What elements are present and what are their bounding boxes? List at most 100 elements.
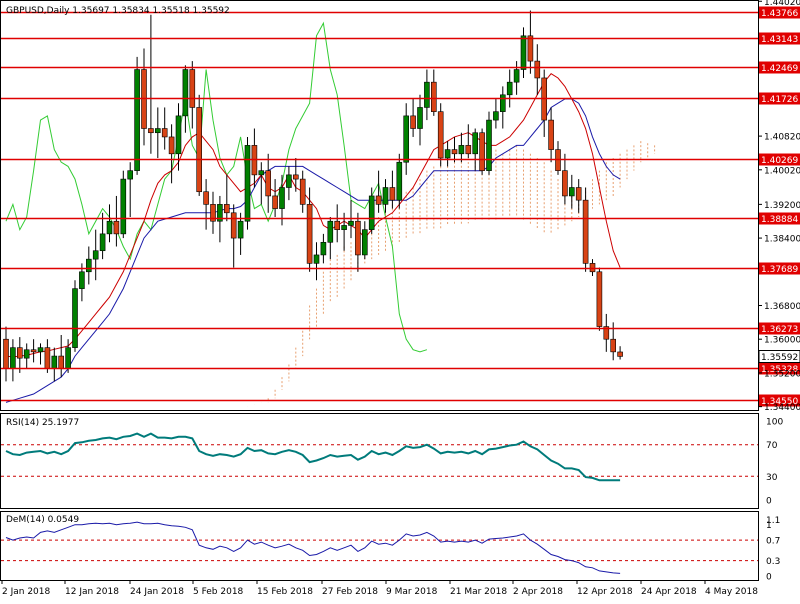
candle (452, 137, 457, 162)
price-tick-label: 1.40020 (764, 166, 800, 176)
candle-body (549, 120, 554, 149)
candle-body (238, 221, 243, 238)
candle-body (135, 70, 140, 171)
price-tick-label: 1.40820 (764, 133, 800, 143)
candle (300, 171, 305, 213)
candle-body (355, 221, 360, 255)
dem-tick-label: 0.7 (766, 537, 780, 547)
candle (169, 124, 174, 183)
level-label: 1.42469 (761, 64, 798, 74)
candle-body (487, 120, 492, 171)
candle (438, 103, 443, 166)
candle-body (466, 145, 471, 153)
candle-body (535, 61, 540, 78)
level-label: 1.36273 (761, 325, 798, 335)
candle (100, 213, 105, 259)
candle (31, 339, 36, 362)
candle (114, 196, 119, 247)
candle-body (493, 112, 498, 120)
candle (259, 162, 264, 204)
candle-body (383, 188, 388, 205)
candle-body (79, 272, 84, 289)
candle-body (224, 204, 229, 212)
candle (397, 154, 402, 209)
candle-body (473, 133, 478, 154)
candle (480, 129, 485, 175)
time-tick-label: 12 Apr 2018 (577, 587, 633, 597)
candle (93, 230, 98, 281)
candle-body (148, 129, 153, 133)
candle (528, 11, 533, 74)
candle-body (528, 36, 533, 61)
candle-body (73, 289, 78, 348)
demarker-pane: 1.110.70.30 (1, 512, 781, 583)
candle-body (183, 70, 188, 116)
candle-body (397, 162, 402, 200)
lagging-span-line (6, 23, 427, 352)
price-plot-area (4, 11, 655, 407)
candle-body (100, 234, 105, 251)
candle (404, 103, 409, 175)
candle-body (176, 116, 181, 154)
candle-body (300, 179, 305, 204)
candle-body (4, 339, 9, 368)
candle (390, 171, 395, 209)
candle (135, 57, 140, 175)
candle (369, 188, 374, 234)
candle-body (52, 356, 57, 369)
time-tick-label: 5 Feb 2018 (193, 587, 244, 597)
candle-body (197, 107, 202, 191)
level-label: 1.43766 (761, 9, 798, 19)
candle (493, 99, 498, 128)
candle (590, 259, 595, 276)
candle-body (314, 255, 319, 263)
candle-body (583, 200, 588, 263)
candle-body (24, 350, 29, 358)
price-tick-label: 1.34400 (764, 403, 800, 413)
price-tick-label: 1.38400 (764, 235, 800, 245)
candle (459, 133, 464, 162)
time-tick-label: 2 Jan 2018 (2, 587, 50, 597)
candle-body (286, 175, 291, 188)
candle-body (59, 356, 64, 369)
candle-body (342, 225, 347, 229)
candle (142, 48, 147, 145)
candle (424, 70, 429, 121)
candle-body (569, 188, 574, 196)
candle-body (349, 221, 354, 225)
candle-body (438, 112, 443, 158)
price-pane-frame (1, 1, 759, 411)
candle (155, 107, 160, 158)
candle-body (507, 82, 512, 95)
candle (514, 61, 519, 95)
symbol-info-label: GBPUSD,Daily 1.35697 1.35834 1.35518 1.3… (6, 6, 230, 16)
candle-body (266, 171, 271, 196)
current-price-label: 1.35592 (761, 353, 798, 363)
candle-body (245, 145, 250, 221)
time-tick-label: 15 Feb 2018 (257, 587, 313, 597)
candle-body (445, 150, 450, 158)
candle (204, 179, 209, 230)
time-tick-label: 27 Feb 2018 (322, 587, 378, 597)
candle (38, 343, 43, 364)
candle (245, 137, 250, 230)
candle (418, 95, 423, 146)
candle (107, 204, 112, 242)
tenkan-line (6, 74, 620, 357)
candle-body (562, 171, 567, 196)
candle-body (93, 251, 98, 259)
candle (252, 129, 257, 188)
candle (521, 27, 526, 78)
rsi-pane-frame (1, 414, 759, 509)
candle-body (273, 196, 278, 209)
candle-body (31, 350, 36, 352)
dem-pane-frame (1, 512, 759, 581)
candle (211, 192, 216, 234)
rsi-tick-label: 70 (766, 441, 778, 451)
candle (604, 314, 609, 352)
time-tick-label: 12 Jan 2018 (65, 587, 119, 597)
candle (52, 348, 57, 382)
